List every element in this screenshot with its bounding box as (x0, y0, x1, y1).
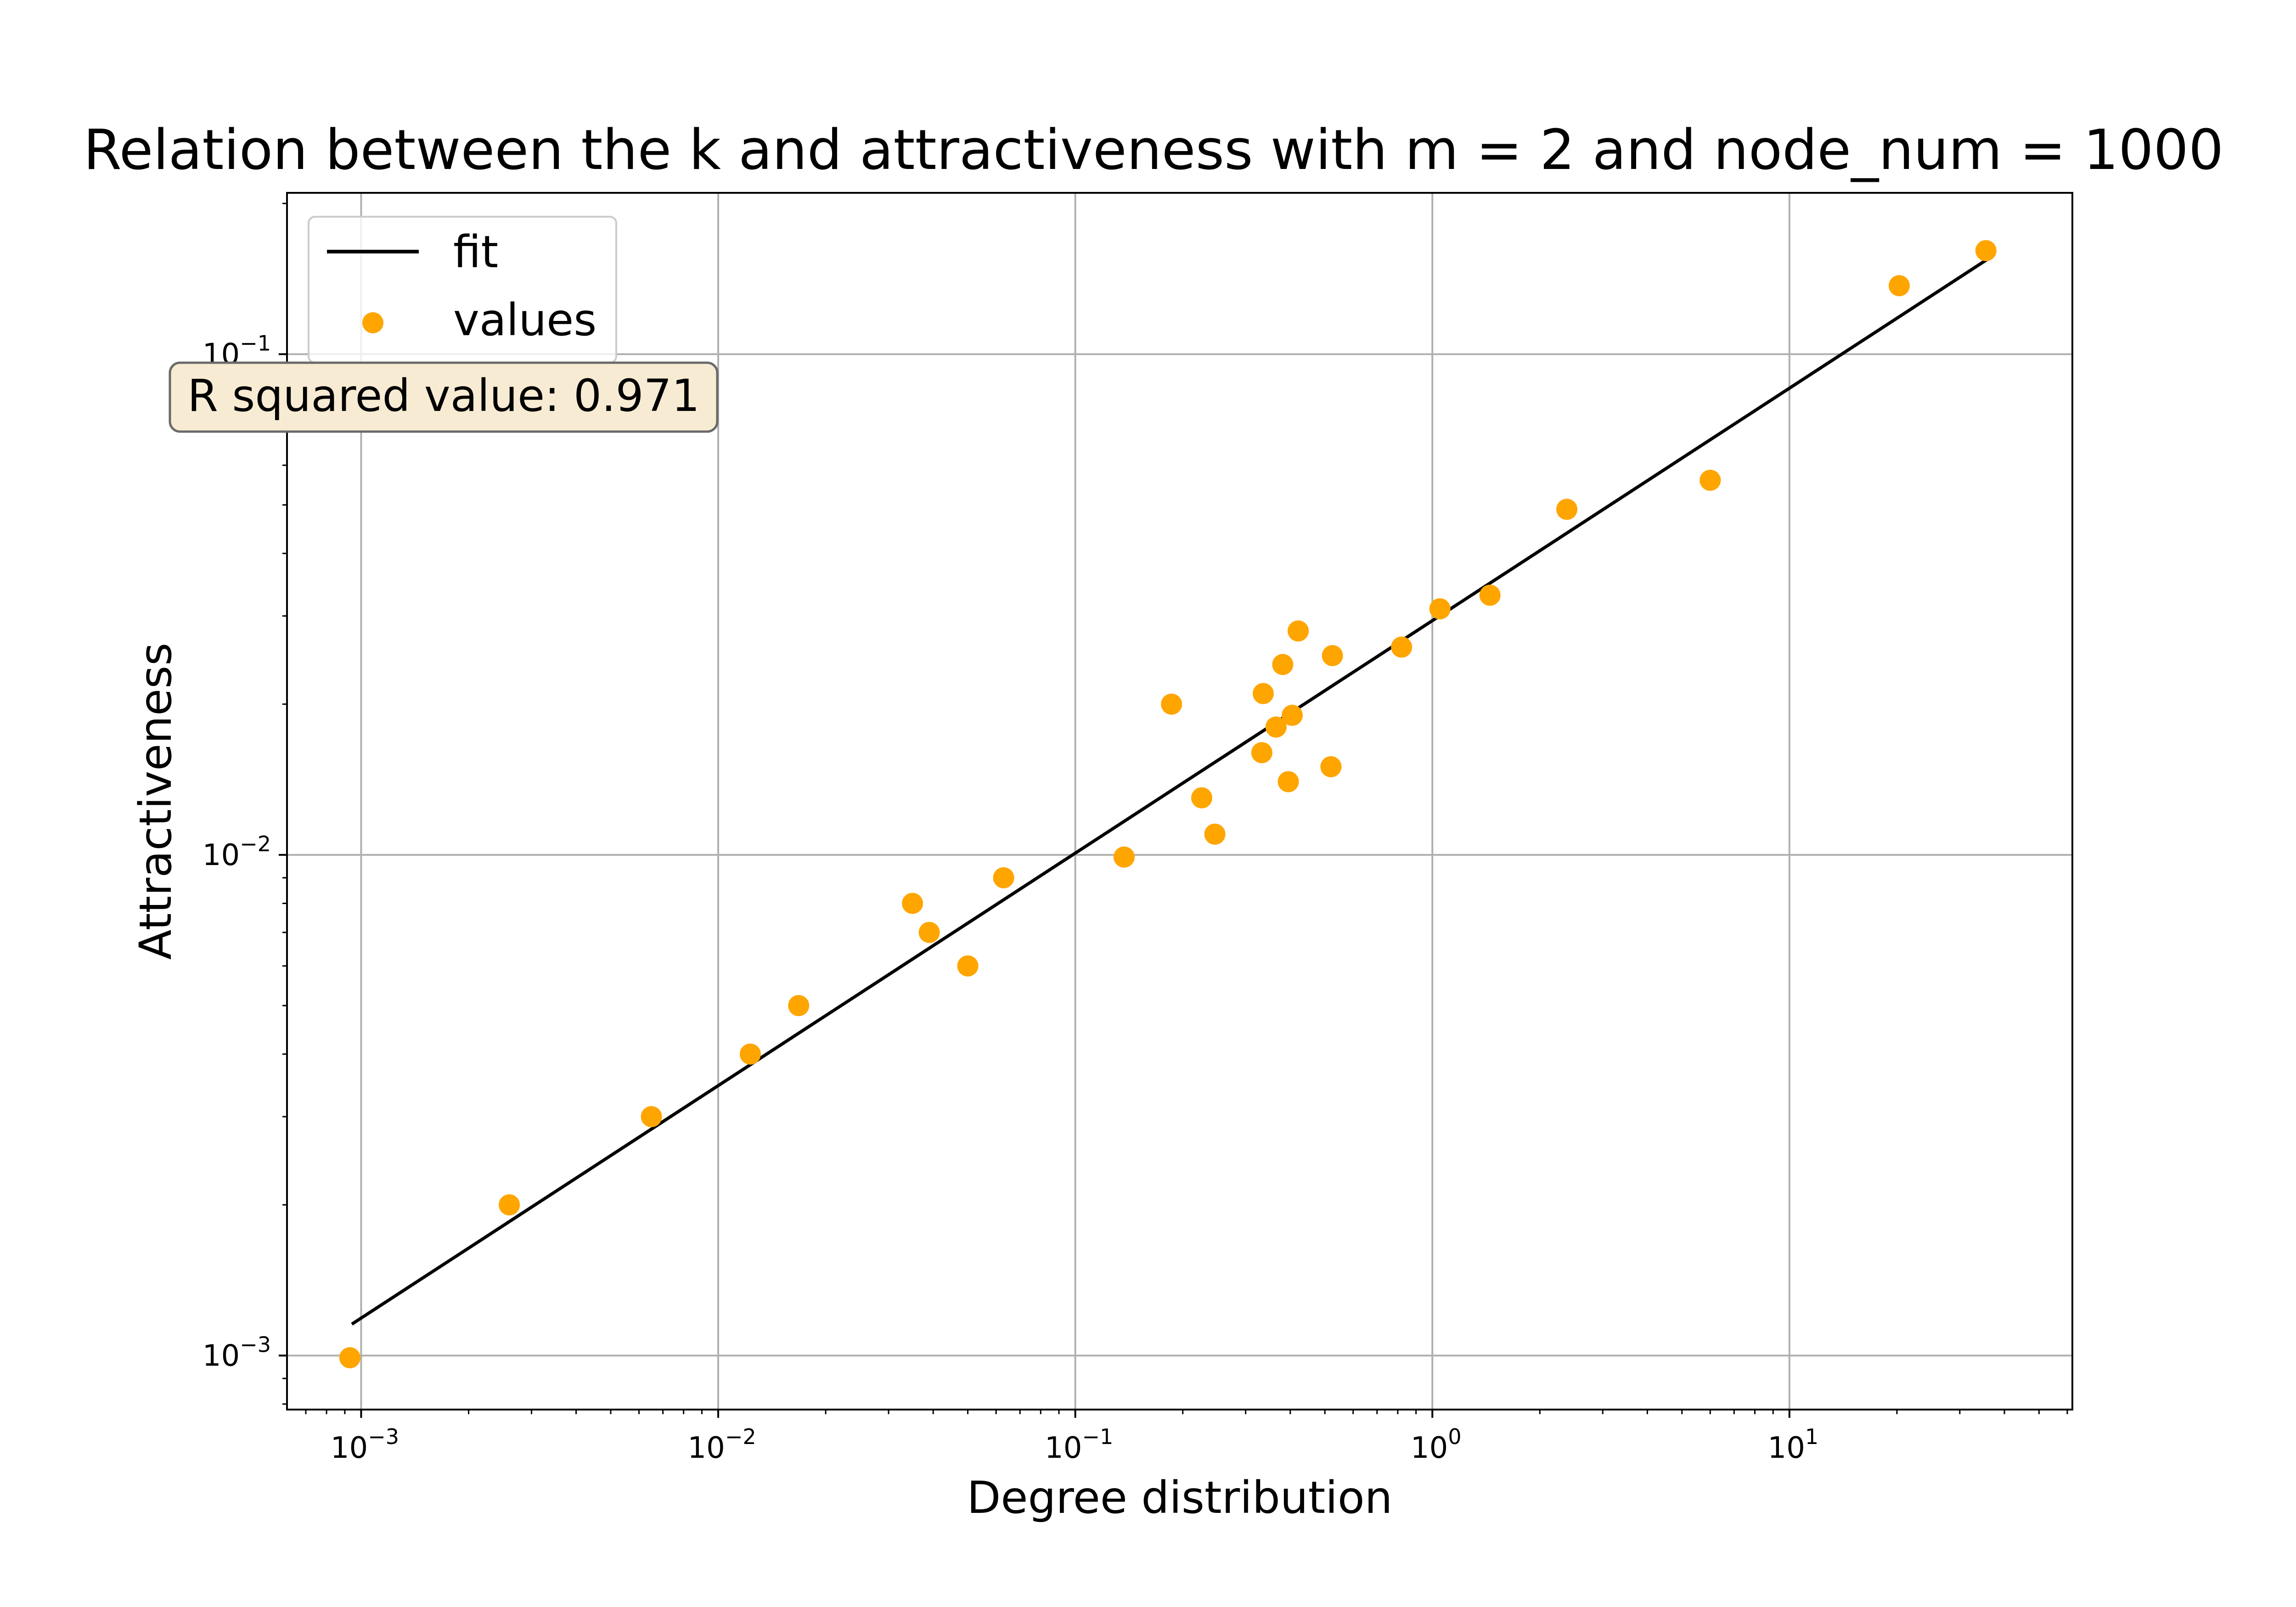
x-tick-label: 10−3 (331, 1424, 399, 1465)
legend-values-label: values (453, 294, 597, 346)
legend: fit values (308, 216, 617, 364)
r-squared-text: R squared value: 0.971 (187, 370, 700, 421)
legend-fit-label: fit (453, 226, 498, 278)
data-point (1556, 499, 1578, 520)
x-tick-label: 101 (1767, 1424, 1818, 1465)
y-tick-labels: 10−310−210−1 (203, 331, 271, 1373)
data-point (1429, 598, 1451, 620)
y-tick-label: 10−2 (203, 832, 271, 872)
data-point (1161, 693, 1182, 715)
data-point (1322, 645, 1343, 666)
data-point (1888, 275, 1910, 297)
data-point (499, 1194, 520, 1216)
data-point (1251, 742, 1272, 764)
data-point (993, 867, 1014, 888)
data-point (1277, 771, 1299, 792)
y-tick-label: 10−3 (203, 1332, 271, 1373)
data-point (1204, 823, 1226, 845)
x-tick-label: 10−2 (687, 1424, 756, 1465)
fit-series (351, 256, 1991, 1326)
data-point (788, 995, 810, 1017)
fit-line (351, 256, 1991, 1326)
data-point (1391, 636, 1412, 658)
data-point (957, 955, 979, 977)
values-series (339, 240, 1997, 1369)
data-point (1113, 846, 1135, 868)
data-point (739, 1043, 761, 1065)
y-axis-label: Attractiveness (130, 643, 181, 960)
data-point (1191, 787, 1212, 809)
data-point (1288, 620, 1309, 642)
data-point (918, 921, 940, 943)
data-point (1272, 654, 1294, 675)
data-point (1320, 756, 1342, 777)
x-tick-labels: 10−3 10−2 10−1 100 101 (331, 1424, 1818, 1465)
data-point (1975, 240, 1997, 261)
chart-title: Relation between the k and attractivenes… (84, 118, 2224, 182)
data-point (339, 1347, 360, 1369)
x-tick-label: 100 (1411, 1424, 1462, 1465)
data-point (1265, 716, 1287, 738)
data-point (641, 1106, 662, 1128)
x-axis-label: Degree distribution (967, 1472, 1393, 1523)
r-squared-box (169, 361, 719, 433)
data-point (1252, 683, 1274, 704)
legend-values-swatch (362, 312, 383, 333)
data-point (1479, 584, 1501, 606)
r-squared-annotation: R squared value: 0.971 (169, 361, 719, 433)
data-point (1699, 469, 1721, 491)
tick-marks (279, 353, 1790, 1418)
data-point (902, 893, 923, 914)
plot-area-frame (286, 192, 2073, 1410)
data-point (1281, 704, 1303, 726)
x-tick-label: 10−1 (1045, 1424, 1113, 1465)
